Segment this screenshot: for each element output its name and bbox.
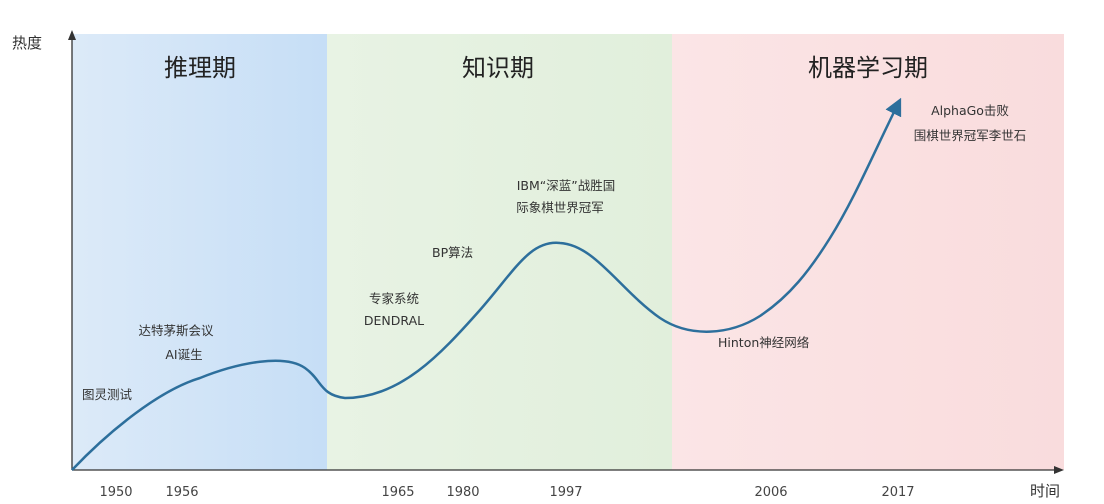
popularity-curve [71,97,902,471]
year-label-2017: 2017 [881,485,914,500]
annotation-dartmouth-line2: AI诞生 [165,347,202,362]
y-axis-arrow-icon [68,30,76,40]
year-label-1997: 1997 [549,485,582,500]
phase-title-knowledge: 知识期 [462,54,534,82]
x-axis-arrow-icon [1054,466,1064,474]
annotation-deep-blue-line1: IBM“深蓝”战胜国 [517,178,616,193]
y-axis-label: 热度 [12,34,42,52]
annotation-alphago-line1: AlphaGo击败 [931,103,1009,118]
phase-title-machine-learning: 机器学习期 [808,54,928,82]
annotation-expert-system-line1: 专家系统 [369,291,419,306]
annotation-bp-algorithm: BP算法 [432,245,473,260]
phase-background-reasoning [72,34,327,470]
year-label-1956: 1956 [165,485,198,500]
year-label-1980: 1980 [446,485,479,500]
annotation-expert-system-line2: DENDRAL [364,313,424,328]
annotation-turing-test: 图灵测试 [82,387,133,402]
phase-background-machine-learning [672,34,1064,470]
annotation-deep-blue-line2: 际象棋世界冠军 [516,200,604,215]
phase-background-knowledge [327,34,672,470]
year-label-1950: 1950 [99,485,132,500]
annotation-dartmouth-line1: 达特茅斯会议 [138,323,214,338]
annotation-hinton: Hinton神经网络 [718,335,810,350]
annotation-alphago-line2: 围棋世界冠军李世石 [914,128,1027,143]
x-axis-label: 时间 [1030,482,1060,500]
phase-title-reasoning: 推理期 [164,54,236,82]
year-label-2006: 2006 [754,485,787,500]
year-label-1965: 1965 [381,485,414,500]
